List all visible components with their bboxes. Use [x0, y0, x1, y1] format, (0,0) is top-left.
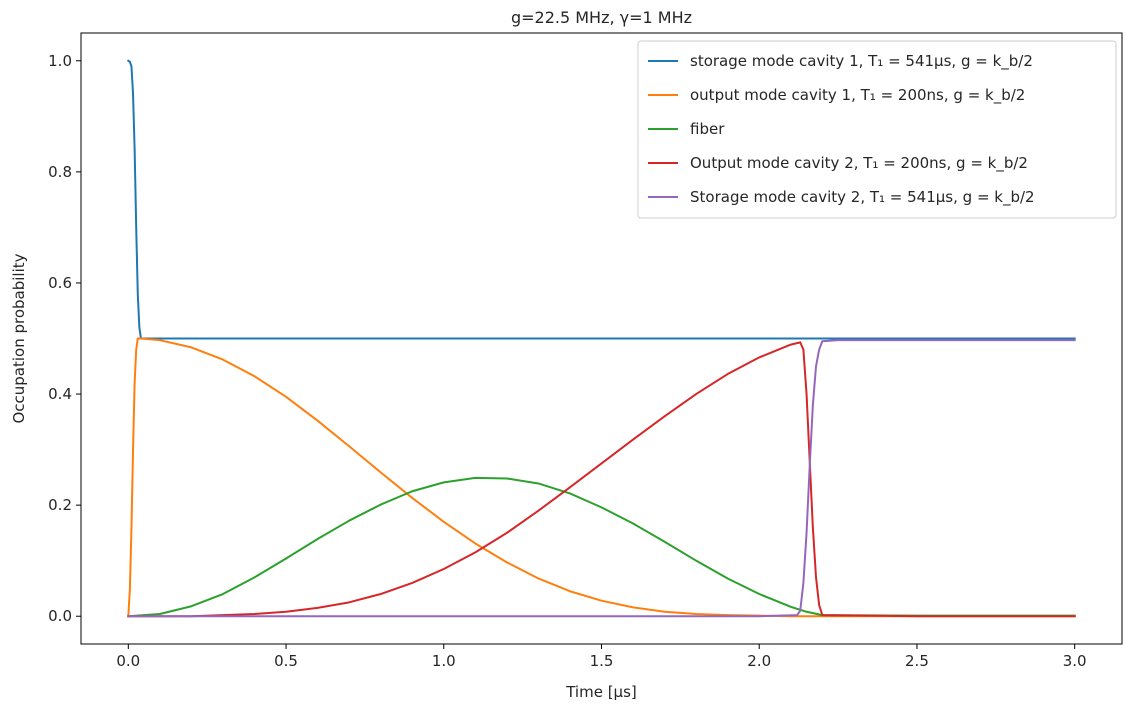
legend-label-4: Output mode cavity 2, T₁ = 200ns, g = k_…	[690, 154, 1028, 173]
legend-label-1: storage mode cavity 1, T₁ = 541μs, g = k…	[690, 52, 1033, 71]
y-axis-label: Occupation probability	[10, 253, 28, 423]
series-lines	[126, 59, 1076, 618]
legend-items: storage mode cavity 1, T₁ = 541μs, g = k…	[648, 52, 1035, 207]
legend-label-3: fiber	[690, 120, 725, 138]
legend: storage mode cavity 1, T₁ = 541μs, g = k…	[637, 40, 1117, 219]
series-line-1	[126, 59, 1076, 340]
x-axis-label: Time [μs]	[565, 683, 637, 701]
y-axis-ticks: 0.0 0.2 0.4 0.6 0.8 1.0	[48, 52, 81, 625]
legend-label-2: output mode cavity 1, T₁ = 200ns, g = k_…	[690, 86, 1025, 105]
x-axis-ticks: 0.0 0.5 1.0 1.5 2.0 2.5 3.0	[116, 644, 1087, 670]
x-tick-label: 0.5	[274, 652, 298, 670]
y-tick-label: 0.0	[48, 607, 72, 625]
chart-title: g=22.5 MHz, γ=1 MHz	[511, 8, 692, 27]
y-tick-label: 0.4	[48, 385, 72, 403]
legend-box	[637, 40, 1117, 219]
series-line-5	[127, 339, 1076, 618]
x-tick-label: 2.5	[905, 652, 929, 670]
y-tick-label: 0.8	[48, 163, 72, 181]
x-tick-label: 1.0	[432, 652, 456, 670]
y-tick-label: 0.2	[48, 496, 72, 514]
series-line-3	[127, 476, 1076, 618]
y-tick-label: 1.0	[48, 52, 72, 70]
series-line-4	[127, 341, 1076, 618]
plot-area: 0.0 0.5 1.0 1.5 2.0 2.5 3.0 0.0 0.2 0.4 0.6 0.8 1.0	[48, 32, 1123, 670]
y-tick-label: 0.6	[48, 274, 72, 292]
legend-label-5: Storage mode cavity 2, T₁ = 541μs, g = k…	[690, 188, 1035, 207]
x-tick-label: 1.5	[590, 652, 614, 670]
x-tick-label: 2.0	[747, 652, 771, 670]
x-tick-label: 0.0	[116, 652, 140, 670]
x-tick-label: 3.0	[1063, 652, 1087, 670]
series-line-2	[127, 337, 1076, 618]
